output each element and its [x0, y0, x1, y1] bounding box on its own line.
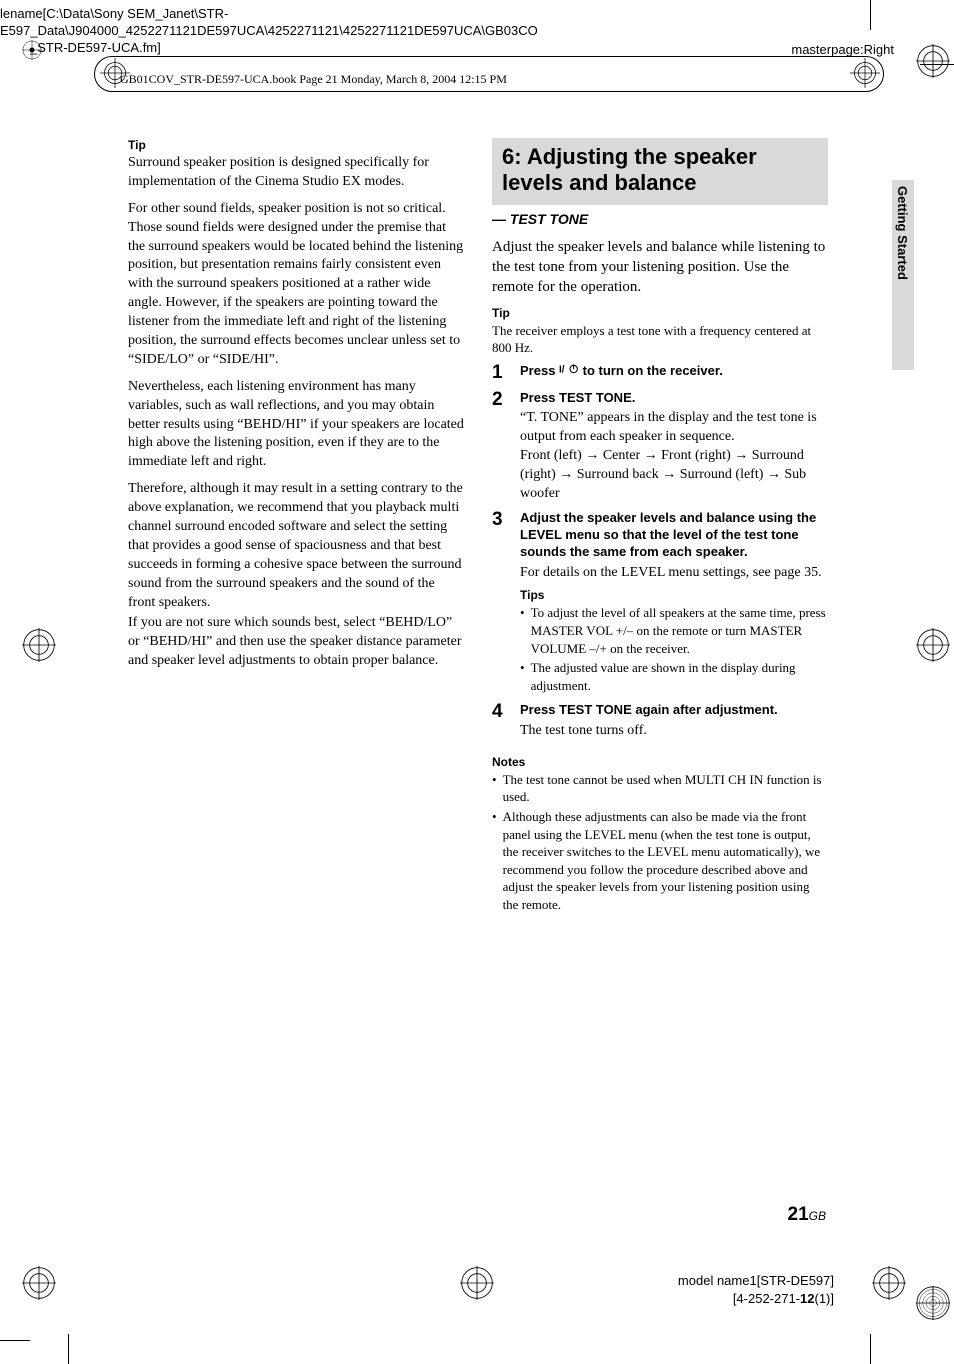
power-icon: I/ [559, 363, 579, 380]
notes-bullet: •Although these adjustments can also be … [492, 808, 828, 913]
tip-heading: Tip [492, 306, 828, 320]
bullet-text: Although these adjustments can also be m… [503, 808, 828, 913]
crop-mark [68, 1334, 69, 1364]
main-content: Tip Surround speaker position is designe… [128, 138, 828, 915]
register-mark-icon [872, 1266, 906, 1300]
register-mark-icon [850, 58, 880, 88]
bullet-text: The test tone cannot be used when MULTI … [503, 771, 828, 806]
register-mark-icon [916, 628, 950, 662]
bullet-icon: • [520, 659, 525, 694]
bullet-icon: • [492, 808, 497, 913]
footer-line1: model name1[STR-DE597] [678, 1272, 834, 1290]
page-number-value: 21 [788, 1204, 809, 1225]
tips-heading: Tips [520, 588, 828, 602]
tip-paragraph: Nevertheless, each listening environment… [128, 378, 464, 472]
footer-model-info: model name1[STR-DE597] [4-252-271-12(1)] [678, 1272, 834, 1308]
step-text: Front (left) → Center → Front (right) → … [520, 447, 828, 504]
bullet-text: To adjust the level of all speakers at t… [531, 604, 828, 657]
tip-heading: Tip [128, 138, 464, 152]
step-title: Press I/ to turn on the receiver. [520, 363, 828, 380]
tip-paragraph: If you are not sure which sounds best, s… [128, 614, 464, 671]
footer-line2: [4-252-271-12(1)] [678, 1290, 834, 1308]
step-text: For details on the LEVEL menu settings, … [520, 564, 828, 583]
register-mark-icon [460, 1266, 494, 1300]
header-filename: lename[C:\Data\Sony SEM_Janet\STR- E597_… [0, 6, 680, 57]
register-mark-icon [22, 1266, 56, 1300]
bullet-icon: • [520, 604, 525, 657]
tip-paragraph: Therefore, although it may result in a s… [128, 480, 464, 612]
section-subtitle: — TEST TONE [492, 211, 828, 227]
page-number: 21GB [788, 1204, 826, 1226]
right-column: 6: Adjusting the speaker levels and bala… [492, 138, 828, 915]
step-4: 4 Press TEST TONE again after adjustment… [492, 702, 828, 749]
tips-bullet: •To adjust the level of all speakers at … [520, 604, 828, 657]
footer-text: (1)] [815, 1291, 835, 1306]
filename-line1: lename[C:\Data\Sony SEM_Janet\STR- [0, 6, 680, 23]
step-text: “T. TONE” appears in the display and the… [520, 409, 828, 447]
step-title: Press TEST TONE. [520, 390, 828, 407]
notes-heading: Notes [492, 755, 828, 769]
footer-text: [4-252-271- [733, 1291, 800, 1306]
notes-bullet: •The test tone cannot be used when MULTI… [492, 771, 828, 806]
side-tab-label: Getting Started [895, 186, 910, 280]
step-body: Press I/ to turn on the receiver. [520, 363, 828, 384]
step-text: The test tone turns off. [520, 722, 828, 741]
intro-text: Adjust the speaker levels and balance wh… [492, 237, 828, 298]
filename-line3: _STR-DE597-UCA.fm] [30, 40, 680, 57]
bullet-text: The adjusted value are shown in the disp… [531, 659, 828, 694]
register-mark-icon [22, 628, 56, 662]
step-2: 2 Press TEST TONE. “T. TONE” appears in … [492, 390, 828, 504]
register-mark-icon [22, 40, 42, 60]
step-1: 1 Press I/ to turn on the receiver. [492, 363, 828, 384]
step-number: 4 [492, 702, 510, 749]
step-title-text: to turn on the receiver. [579, 363, 723, 378]
register-mark-icon [916, 44, 950, 78]
step-number: 1 [492, 363, 510, 384]
crop-mark [870, 1334, 871, 1364]
left-column: Tip Surround speaker position is designe… [128, 138, 464, 915]
book-info-text: GB01COV_STR-DE597-UCA.book Page 21 Monda… [120, 72, 507, 87]
section-title-box: 6: Adjusting the speaker levels and bala… [492, 138, 828, 205]
crop-mark [870, 0, 871, 30]
step-body: Adjust the speaker levels and balance us… [520, 510, 828, 696]
color-register-icon [916, 1286, 950, 1320]
tip-paragraph: Surround speaker position is designed sp… [128, 154, 464, 192]
page-number-suffix: GB [809, 1209, 826, 1223]
svg-text:I/: I/ [559, 364, 565, 375]
step-number: 3 [492, 510, 510, 696]
step-title: Adjust the speaker levels and balance us… [520, 510, 828, 561]
step-body: Press TEST TONE. “T. TONE” appears in th… [520, 390, 828, 504]
step-title: Press TEST TONE again after adjustment. [520, 702, 828, 719]
masterpage-label: masterpage:Right [791, 42, 894, 57]
bullet-icon: • [492, 771, 497, 806]
filename-line2: E597_Data\J904000_4252271121DE597UCA\425… [0, 23, 680, 40]
step-title-text: Press [520, 363, 559, 378]
crop-mark [0, 1340, 30, 1341]
step-number: 2 [492, 390, 510, 504]
tip-text: The receiver employs a test tone with a … [492, 322, 828, 357]
tip-paragraph: For other sound fields, speaker position… [128, 200, 464, 370]
footer-text-bold: 12 [800, 1291, 814, 1306]
step-body: Press TEST TONE again after adjustment. … [520, 702, 828, 749]
section-title: 6: Adjusting the speaker levels and bala… [502, 144, 818, 197]
step-3: 3 Adjust the speaker levels and balance … [492, 510, 828, 696]
tips-bullet: •The adjusted value are shown in the dis… [520, 659, 828, 694]
